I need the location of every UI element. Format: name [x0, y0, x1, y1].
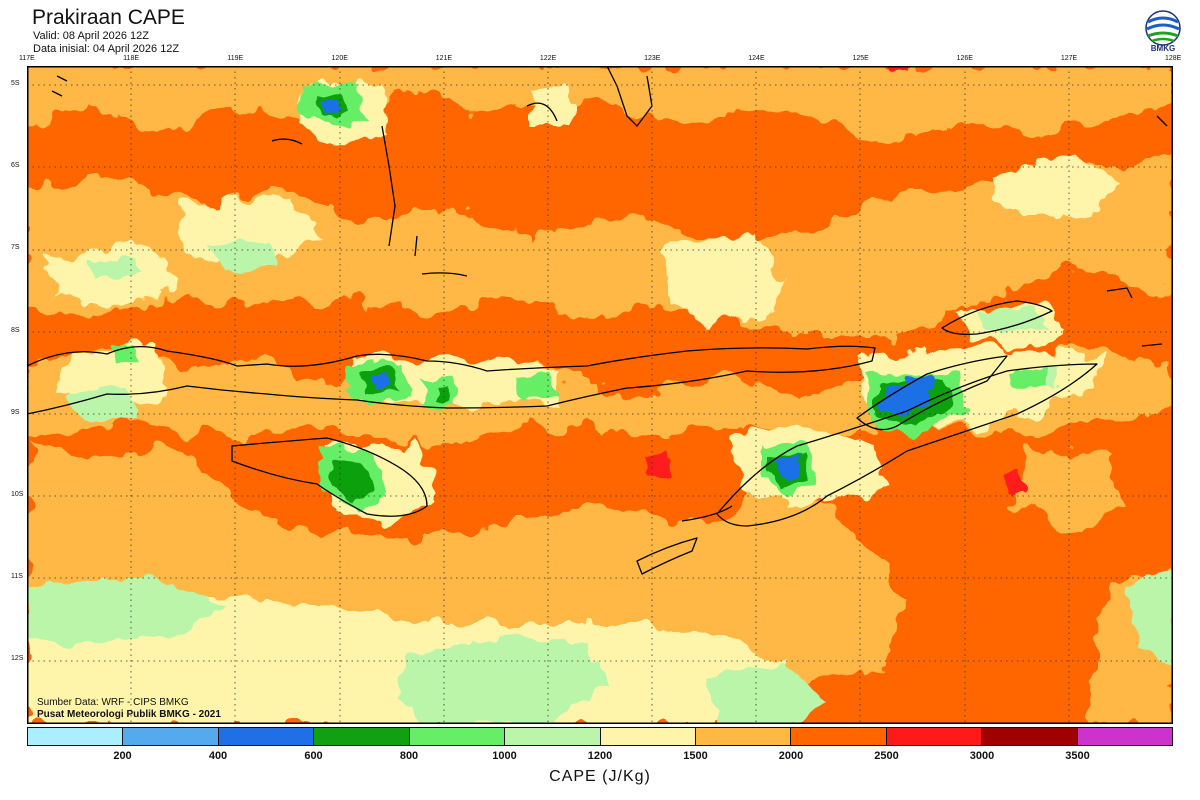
colorbar-level-label: 400 [208, 750, 228, 762]
lat-tick-label: 8S [11, 326, 20, 334]
init-time: Data inisial: 04 April 2026 12Z [33, 43, 180, 55]
colorbar-level-label: 3500 [1065, 750, 1090, 762]
colorbar-level-label: 200 [113, 750, 132, 762]
logo-label: BMKG [1150, 44, 1176, 53]
colorbar-swatch [123, 728, 219, 745]
coastlines [27, 66, 1168, 575]
colorbar-swatch [314, 728, 410, 745]
lon-tick-label: 128E [1165, 55, 1182, 62]
lat-tick-label: 5S [11, 80, 20, 87]
colorbar [27, 727, 1173, 746]
publisher: Pusat Meteorologi Publik BMKG - 2021 [37, 709, 221, 720]
colorbar-level-label: 800 [399, 750, 419, 762]
lon-tick-label: 127E [1060, 55, 1078, 62]
colorbar-swatch [886, 728, 983, 745]
lon-tick-label: 118E [123, 55, 140, 62]
colorbar-level-label: 3000 [969, 750, 995, 762]
lon-tick-label: 121E [435, 55, 453, 62]
colorbar-swatch [600, 728, 696, 745]
colorbar-level-label: 1500 [683, 750, 708, 762]
lon-tick-label: 122E [539, 55, 557, 62]
colorbar-swatch [1077, 728, 1173, 745]
colorbar-swatch [505, 728, 601, 745]
lon-tick-label: 125E [852, 55, 869, 62]
lon-tick-label: 119E [227, 55, 244, 62]
map-title: Prakiraan CAPE [32, 6, 185, 29]
graticule [27, 66, 1173, 724]
colorbar-level-label: 1000 [492, 750, 517, 762]
colorbar-swatch [218, 728, 315, 745]
colorbar-level-label: 600 [304, 750, 323, 762]
lon-tick-label: 120E [331, 55, 348, 62]
lat-tick-label: 10S [11, 491, 24, 498]
lon-tick-label: 124E [748, 55, 765, 62]
lon-tick-label: 126E [956, 55, 973, 62]
colorbar-swatch [409, 728, 506, 745]
lon-tick-label: 123E [644, 55, 661, 62]
lat-tick-label: 7S [11, 244, 20, 252]
colorbar-level-label: 2500 [874, 750, 899, 762]
field-400-600 [324, 100, 935, 480]
valid-time: Valid: 08 April 2026 12Z [33, 30, 149, 42]
colorbar-level-label: 1200 [587, 750, 613, 762]
lat-tick-label: 12S [11, 655, 24, 663]
colorbar-swatch [791, 728, 887, 745]
lon-tick-label: 117E [19, 55, 35, 62]
colorbar-level-label: 2000 [778, 750, 804, 762]
map-frame [27, 66, 1173, 724]
data-source: Sumber Data: WRF - CIPS BMKG [37, 697, 189, 708]
lat-tick-label: 9S [11, 408, 20, 416]
lat-tick-label: 6S [11, 162, 20, 170]
colorbar-swatch [695, 728, 792, 745]
bmkg-logo-icon [1145, 10, 1181, 46]
lat-tick-label: 11S [11, 573, 23, 581]
colorbar-swatch [982, 728, 1078, 745]
colorbar-swatch [28, 728, 124, 745]
colorbar-units: CAPE (J/Kg) [549, 768, 651, 785]
cape-map [27, 66, 1173, 724]
